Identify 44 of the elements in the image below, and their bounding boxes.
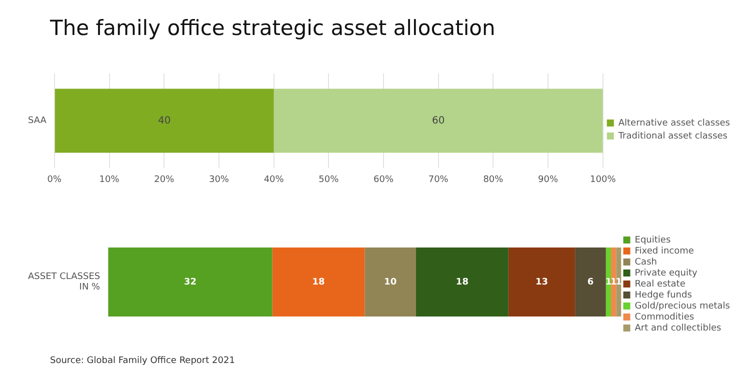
y-tick-label: SAA [28,116,48,126]
legend-label: Commodities [634,312,694,322]
x-tick-label: 70% [428,174,449,185]
data-label: 10 [384,277,397,288]
legend-label: Fixed income [634,246,694,256]
legend-label: Traditional asset classes [617,131,728,142]
x-tick-label: 50% [318,174,340,185]
x-tick-label: 30% [208,174,230,185]
legend-label: Equities [634,235,671,246]
x-tick-label: 40% [264,174,284,185]
legend-label: Private equity [634,268,698,278]
data-label: 60 [432,115,445,126]
data-label: 32 [184,277,196,288]
bar [108,247,272,317]
data-label: 18 [456,277,468,288]
x-tick-label: 20% [154,174,175,185]
bar [416,247,508,317]
data-label: 13 [535,277,548,288]
chart-title: The family office strategic asset allocation [50,16,496,40]
x-tick-label: 10% [99,174,120,185]
legend-label: Real estate [634,279,686,290]
data-label: 18 [312,277,325,288]
data-label: 1 [610,277,617,288]
x-tick-label: 0% [47,174,62,185]
bar [606,247,612,317]
legend-label: Gold/precious metals [634,301,730,312]
x-tick-label: 100% [590,174,616,185]
legend-label: Cash [634,257,657,268]
x-tick-label: 90% [538,174,558,185]
bar [611,247,616,317]
legend-label: Hedge funds [634,290,692,300]
bar [508,247,576,317]
legend-label: Art and collectibles [634,323,722,334]
data-label: 40 [158,115,171,126]
y-tick-label: ASSET CLASSES IN % [28,272,101,293]
bar [364,247,416,317]
bar [575,247,606,317]
x-tick-label: 60% [373,174,394,185]
legend-label: Alternative asset classes [618,118,730,128]
x-tick-label: 80% [483,174,504,185]
data-label: 1 [605,277,612,288]
data-label: 6 [587,277,594,288]
source-note: Source: Global Family Office Report 2021 [50,356,235,366]
bar [272,247,365,317]
